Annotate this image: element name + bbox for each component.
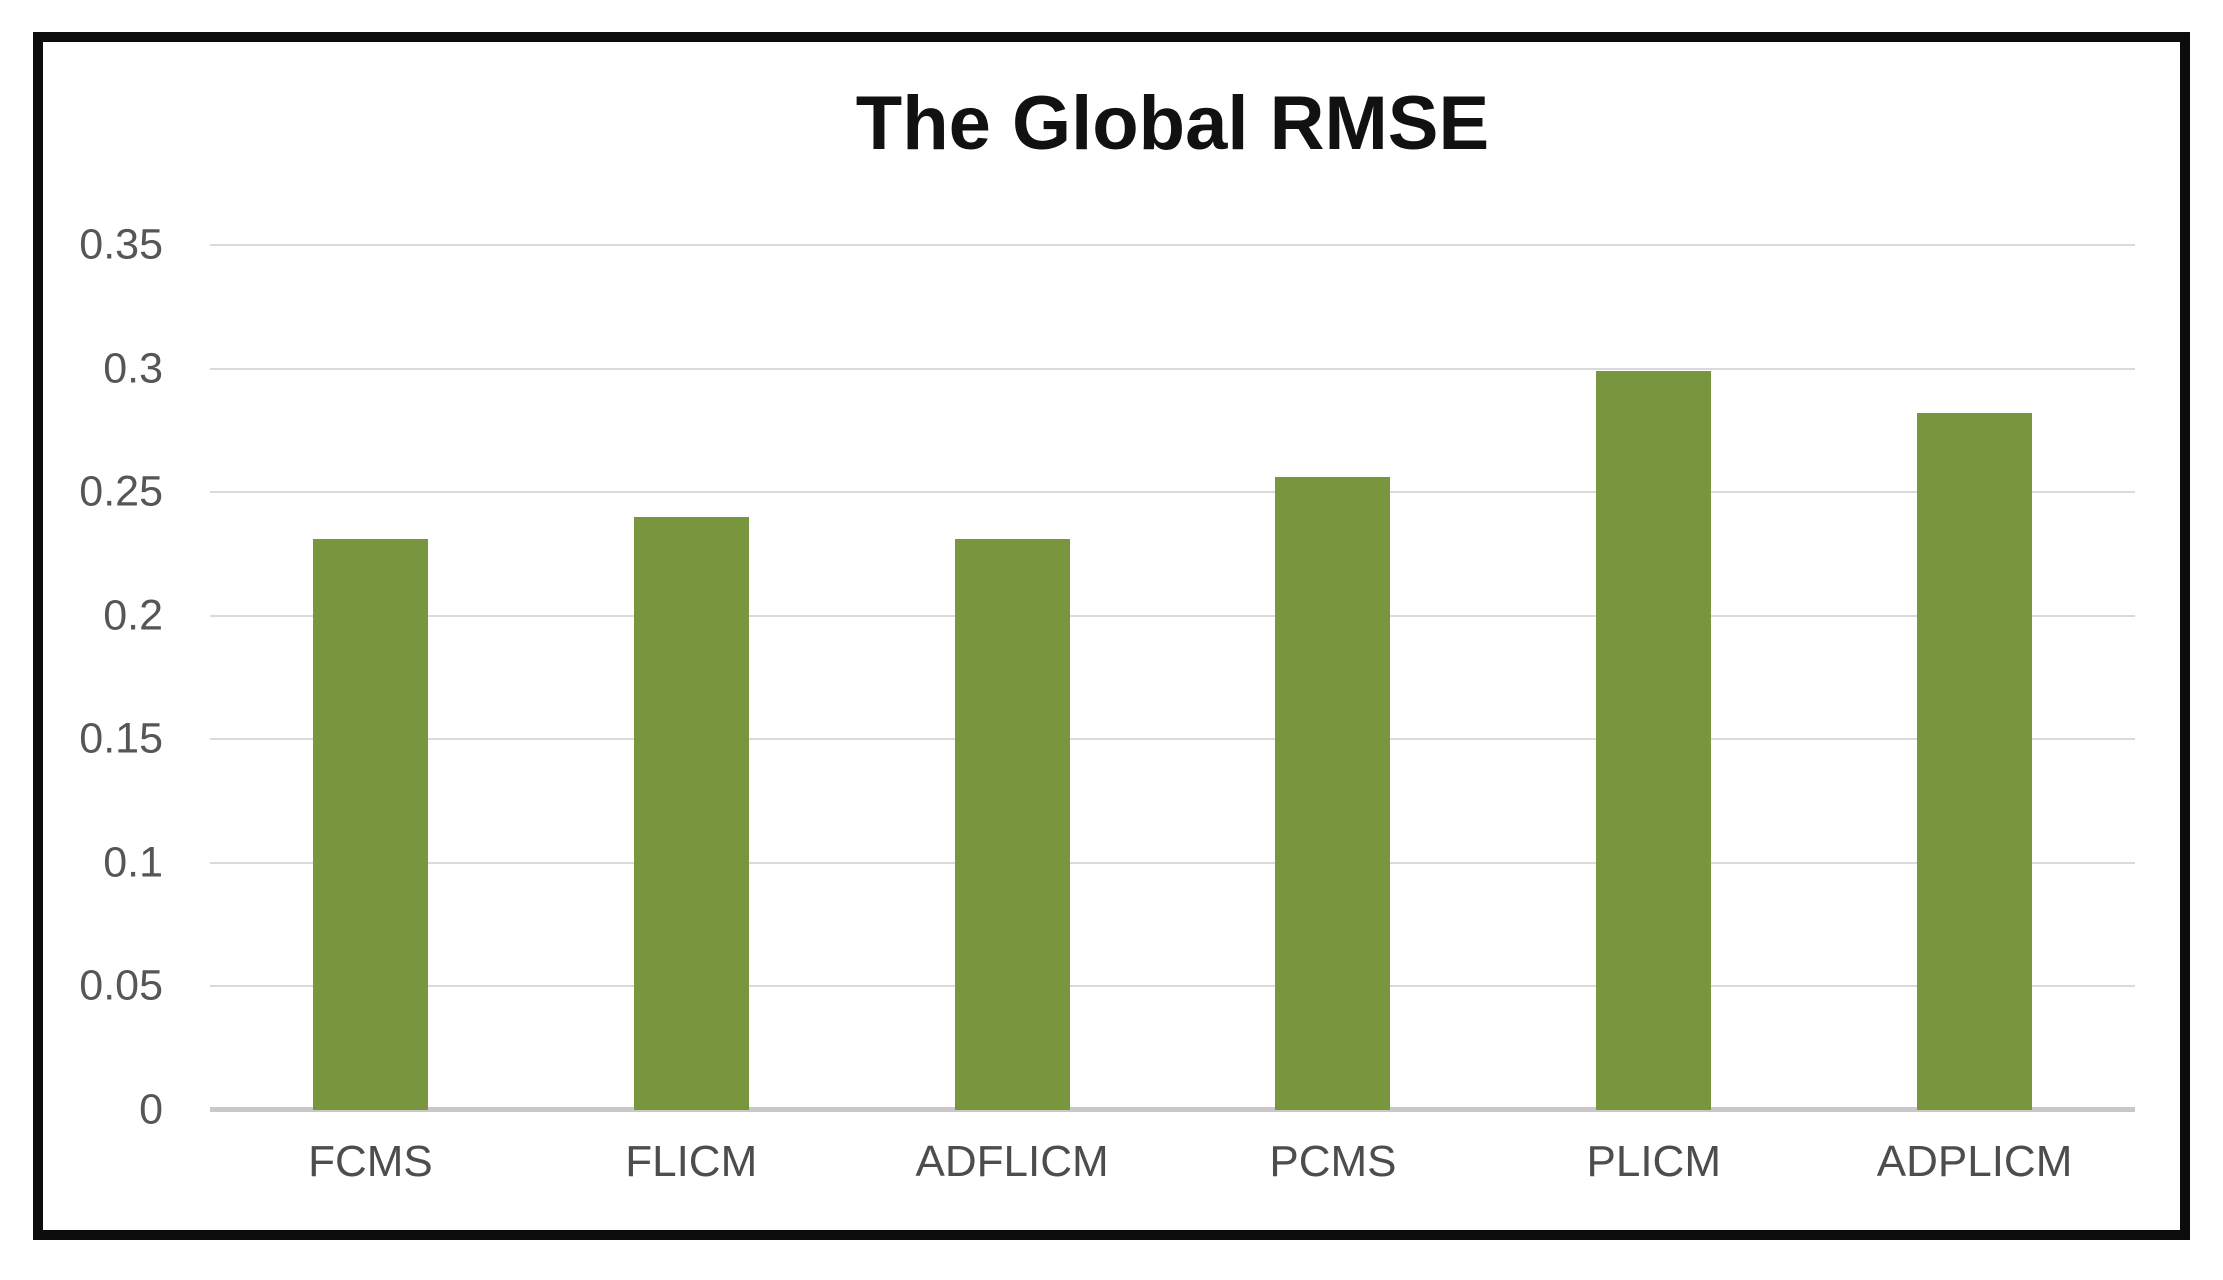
bar-flicm	[633, 516, 749, 1110]
x-axis-line	[210, 1107, 2135, 1112]
plot-area	[210, 244, 2135, 1112]
x-tick-label: PLICM	[1586, 1137, 1721, 1186]
chart-title: The Global RMSE	[855, 81, 1490, 166]
gridline	[210, 614, 2135, 617]
chart-frame: The Global RMSE 0.35 0.3 0.25 0.2 0.15 0.1 0.0…	[33, 32, 2190, 1240]
x-tick-label: ADFLICM	[915, 1137, 1109, 1186]
bar-pcms	[1275, 477, 1391, 1110]
gridline	[210, 738, 2135, 741]
y-tick-label: 0.15	[79, 714, 163, 763]
gridline	[210, 367, 2135, 370]
gridline	[210, 491, 2135, 494]
bar-adplicm	[1917, 413, 2033, 1110]
y-tick-label: 0.2	[103, 591, 163, 640]
y-tick-label: 0.3	[103, 344, 163, 393]
gridline	[210, 985, 2135, 988]
x-tick-label: ADPLICM	[1876, 1137, 2073, 1186]
bar-fcms	[312, 539, 428, 1110]
x-axis: FCMS FLICM ADFLICM PCMS PLICM ADPLICM	[210, 1136, 2135, 1196]
y-tick-label: 0.05	[79, 961, 163, 1010]
gridline	[210, 861, 2135, 864]
y-tick-label: 0.35	[79, 220, 163, 269]
bar-adflicm	[954, 539, 1070, 1110]
x-tick-label: PCMS	[1269, 1137, 1397, 1186]
y-axis: 0.35 0.3 0.25 0.2 0.15 0.1 0.05 0	[43, 221, 193, 1134]
x-tick-label: FCMS	[308, 1137, 433, 1186]
gridline	[210, 244, 2135, 246]
x-tick-label: FLICM	[625, 1137, 758, 1186]
bar-plicm	[1596, 371, 1712, 1110]
y-tick-label: 0.25	[79, 467, 163, 516]
y-tick-label: 0	[139, 1085, 163, 1134]
y-tick-label: 0.1	[103, 838, 163, 887]
